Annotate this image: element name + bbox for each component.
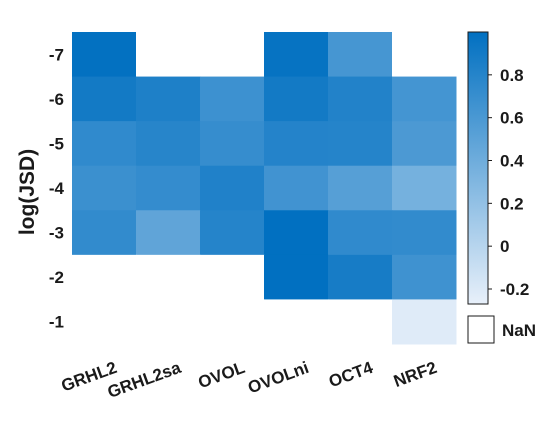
heatmap-cell xyxy=(136,299,201,345)
heatmap-cell xyxy=(328,121,393,167)
heatmap-cell xyxy=(72,76,137,122)
heatmap-cell xyxy=(200,165,265,211)
y-tick-label: -1 xyxy=(49,313,64,332)
y-tick-label: -7 xyxy=(49,45,64,64)
colorbar xyxy=(467,31,489,305)
heatmap-cell xyxy=(264,76,329,122)
heatmap-cell xyxy=(328,76,393,122)
colorbar-tick-label: 0.8 xyxy=(500,66,524,85)
heatmap-cell xyxy=(264,121,329,167)
x-tick-label: GRHL2sa xyxy=(105,358,184,402)
colorbar-tick-label: 0.4 xyxy=(500,152,524,171)
heatmap-cell xyxy=(136,32,201,78)
heatmap-cell xyxy=(392,254,457,300)
x-tick-label: NRF2 xyxy=(391,358,439,391)
heatmap-cell xyxy=(392,76,457,122)
heatmap-cell xyxy=(200,121,265,167)
heatmap-cell xyxy=(328,210,393,256)
colorbar-tick-label: 0 xyxy=(500,237,509,256)
heatmap-cell xyxy=(72,121,137,167)
heatmap-cell xyxy=(264,210,329,256)
y-tick-label: -3 xyxy=(49,224,64,243)
heatmap-cell xyxy=(392,210,457,256)
heatmap-cell xyxy=(392,121,457,167)
y-tick-label: -5 xyxy=(49,134,64,153)
heatmap-cell xyxy=(72,254,137,300)
y-axis-label: log(JSD) xyxy=(16,149,39,235)
heatmap-cell xyxy=(136,254,201,300)
y-tick-labels: -7 -6 -5 -4 -3 -2 -1 xyxy=(49,45,65,331)
heatmap-cell xyxy=(200,299,265,345)
heatmap-cell xyxy=(136,165,201,211)
heatmap-cell xyxy=(264,254,329,300)
heatmap-cell xyxy=(200,32,265,78)
heatmap-cell xyxy=(72,299,137,345)
heatmap-cell xyxy=(200,254,265,300)
nan-swatch xyxy=(467,315,495,344)
heatmap-cell xyxy=(200,210,265,256)
heatmap-cell xyxy=(136,76,201,122)
heatmap-cell xyxy=(136,210,201,256)
heatmap-cell xyxy=(328,254,393,300)
heatmap-cell xyxy=(136,121,201,167)
x-tick-label: OCT4 xyxy=(326,358,376,392)
y-tick-label: -6 xyxy=(49,90,64,109)
x-tick-label: OVOLni xyxy=(245,358,311,397)
heatmap-cell xyxy=(264,32,329,78)
heatmap-cell xyxy=(72,210,137,256)
heatmap-cells xyxy=(72,32,457,345)
heatmap-cell xyxy=(200,76,265,122)
x-tick-label: OVOL xyxy=(196,358,248,392)
heatmap-cell xyxy=(392,299,457,345)
y-tick-label: -2 xyxy=(49,268,64,287)
heatmap-cell xyxy=(392,165,457,211)
colorbar-tick-labels: 0.8 0.6 0.4 0.2 0 -0.2 xyxy=(488,66,529,299)
heatmap-cell xyxy=(72,165,137,211)
y-tick-label: -4 xyxy=(49,179,65,198)
colorbar-tick-label: 0.2 xyxy=(500,194,524,213)
nan-label: NaN xyxy=(502,321,536,340)
heatmap-cell xyxy=(264,299,329,345)
colorbar-tick-label: -0.2 xyxy=(500,280,529,299)
heatmap-cell xyxy=(264,165,329,211)
heatmap-cell xyxy=(328,165,393,211)
heatmap-cell xyxy=(328,32,393,78)
heatmap-cell xyxy=(72,32,137,78)
colorbar-tick-label: 0.6 xyxy=(500,109,524,128)
heatmap-cell xyxy=(328,299,393,345)
heatmap-cell xyxy=(392,32,457,78)
